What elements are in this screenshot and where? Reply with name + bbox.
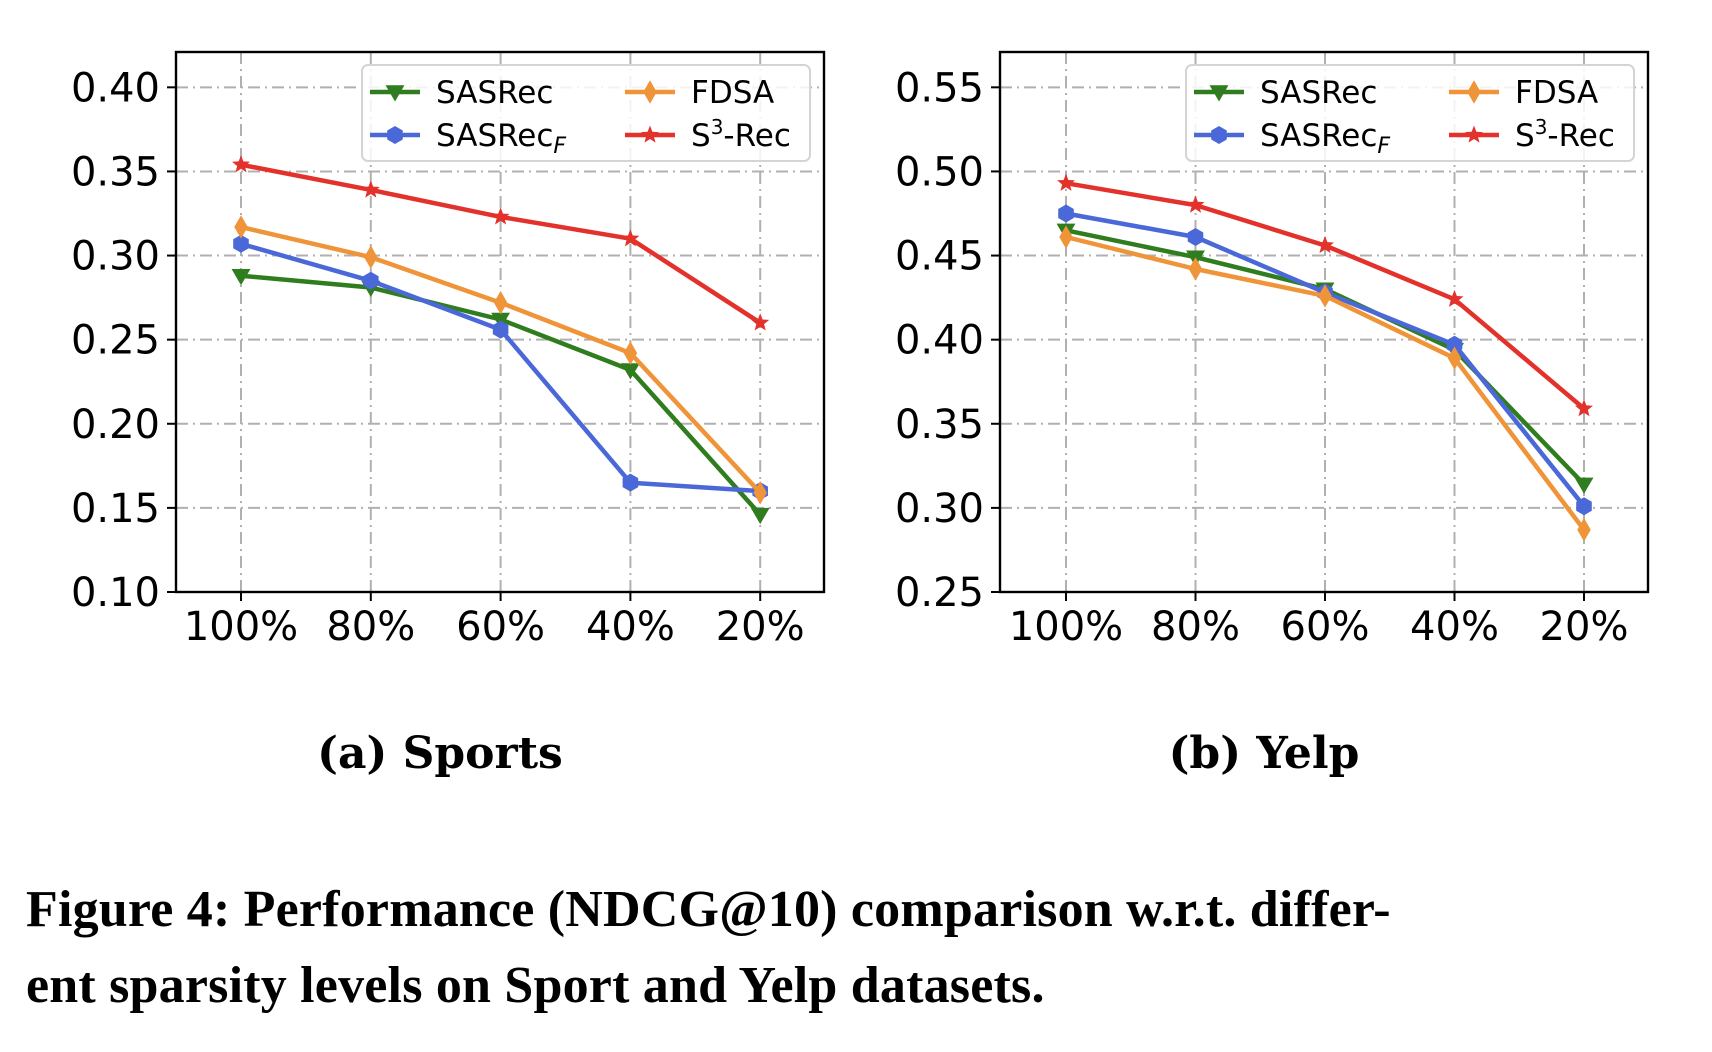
legend-item-fdsa: FDSA xyxy=(625,75,774,111)
legend: SASRec SASRecF FDSA S3-Rec xyxy=(361,64,811,162)
x-tick-label: 20% xyxy=(1540,604,1629,650)
legend-label: SASRecF xyxy=(436,118,566,159)
y-tick-label: 0.50 xyxy=(895,149,984,195)
data-point-star xyxy=(1445,289,1464,307)
chart-yelp: 0.25 0.30 0.35 0.40 0.45 0.50 0.55 100% 80% 60% 40… xyxy=(895,50,1650,779)
data-point-star xyxy=(491,207,510,225)
chart-sports: 0.10 0.15 0.20 0.25 0.30 0.35 0.40 100% 80% 60% 40… xyxy=(71,50,826,779)
y-tick-label: 0.40 xyxy=(71,65,160,111)
data-point-star xyxy=(1186,195,1205,213)
legend-label: FDSA xyxy=(1515,75,1598,111)
y-tick-label: 0.35 xyxy=(71,149,160,195)
legend: SASRec SASRecF FDSA S3-Rec xyxy=(1185,64,1635,162)
y-tick-label: 0.30 xyxy=(71,234,160,280)
data-point-star xyxy=(1316,236,1334,254)
x-tick-label: 20% xyxy=(716,604,805,650)
data-point-diamond xyxy=(234,215,248,239)
data-point-diamond xyxy=(493,290,508,315)
caption-line-2: ent sparsity levels on Sport and Yelp da… xyxy=(26,957,1045,1014)
x-tick-label: 80% xyxy=(326,604,415,650)
data-point-star xyxy=(232,155,250,173)
data-point-star xyxy=(751,313,770,331)
legend-label: S3-Rec xyxy=(1515,115,1615,154)
x-tick-label: 60% xyxy=(1281,604,1370,650)
legend-item-sasrecf: SASRecF xyxy=(1194,118,1390,159)
data-point-star xyxy=(621,229,640,247)
legend-marker-star xyxy=(1465,125,1483,143)
legend-marker-star xyxy=(641,125,659,143)
data-point-hexagon xyxy=(1446,335,1463,354)
data-point-triangle-down xyxy=(620,363,640,380)
x-tick-label: 80% xyxy=(1151,604,1240,650)
legend-box xyxy=(361,64,811,162)
legend-label: SASRec xyxy=(1260,75,1377,111)
data-point-hexagon xyxy=(492,320,509,339)
y-tick-label: 0.40 xyxy=(895,318,984,364)
legend-marker-triangle-down xyxy=(385,85,405,102)
series-s3-rec xyxy=(232,155,770,331)
data-point-diamond xyxy=(1447,346,1462,370)
y-tick-label: 0.15 xyxy=(71,486,160,532)
x-tick-label: 40% xyxy=(1410,604,1499,650)
data-point-star xyxy=(1057,173,1075,191)
data-point-hexagon xyxy=(1058,204,1074,223)
data-point-hexagon xyxy=(1576,497,1592,516)
legend-label: FDSA xyxy=(691,75,774,111)
y-tick-label: 0.35 xyxy=(895,402,984,448)
data-point-triangle-down xyxy=(750,507,770,525)
x-tick-label: 100% xyxy=(184,604,298,650)
figure-caption: Figure 4: Performance (NDCG@10) comparis… xyxy=(26,872,1696,1024)
legend-item-fdsa: FDSA xyxy=(1449,75,1598,111)
subcaption: (b) Yelp xyxy=(1169,728,1360,779)
series-fdsa xyxy=(234,215,767,505)
y-tick-label: 0.25 xyxy=(895,570,984,616)
legend-item-s3-rec: S3-Rec xyxy=(1449,115,1615,154)
data-point-hexagon xyxy=(1187,228,1204,247)
data-point-diamond xyxy=(1318,284,1332,308)
legend-item-sasrec: SASRec xyxy=(1194,75,1377,111)
data-point-diamond xyxy=(1059,225,1073,249)
x-tick-label: 100% xyxy=(1009,604,1123,650)
data-point-hexagon xyxy=(622,473,639,492)
x-tick-label: 40% xyxy=(586,604,675,650)
legend-item-sasrecf: SASRecF xyxy=(370,118,566,159)
data-point-star xyxy=(361,180,380,198)
legend-item-sasrec: SASRec xyxy=(370,75,553,111)
legend-box xyxy=(1185,64,1635,162)
x-tick-label: 60% xyxy=(456,604,545,650)
y-tick-label: 0.45 xyxy=(895,234,984,280)
legend-label: SASRec xyxy=(436,75,553,111)
data-point-diamond xyxy=(364,245,378,269)
legend-marker-triangle-down xyxy=(1209,85,1229,102)
legend-label: SASRecF xyxy=(1260,118,1390,159)
series-fdsa xyxy=(1059,225,1591,542)
data-point-hexagon xyxy=(233,234,249,253)
y-tick-label: 0.20 xyxy=(71,402,160,448)
y-tick-label: 0.10 xyxy=(71,570,160,616)
y-tick-label: 0.55 xyxy=(895,65,984,111)
legend-marker-diamond xyxy=(1467,80,1481,104)
legend-label: S3-Rec xyxy=(691,115,791,154)
data-point-triangle-down xyxy=(231,268,251,286)
legend-marker-hexagon xyxy=(1211,126,1227,144)
caption-line-1: Figure 4: Performance (NDCG@10) comparis… xyxy=(26,881,1391,938)
legend-item-s3-rec: S3-Rec xyxy=(625,115,791,154)
data-point-star xyxy=(1575,399,1593,417)
y-tick-label: 0.30 xyxy=(895,486,984,532)
data-point-triangle-down xyxy=(1574,477,1594,494)
data-point-diamond xyxy=(1577,518,1591,542)
data-point-diamond xyxy=(1188,257,1203,281)
data-point-diamond xyxy=(623,341,638,365)
data-point-hexagon xyxy=(363,271,379,290)
subcaption: (a) Sports xyxy=(317,728,563,779)
legend-marker-diamond xyxy=(643,80,657,104)
data-point-diamond xyxy=(753,481,767,505)
legend-marker-hexagon xyxy=(387,126,403,144)
series-s3-rec xyxy=(1057,173,1593,417)
y-tick-label: 0.25 xyxy=(71,318,160,364)
